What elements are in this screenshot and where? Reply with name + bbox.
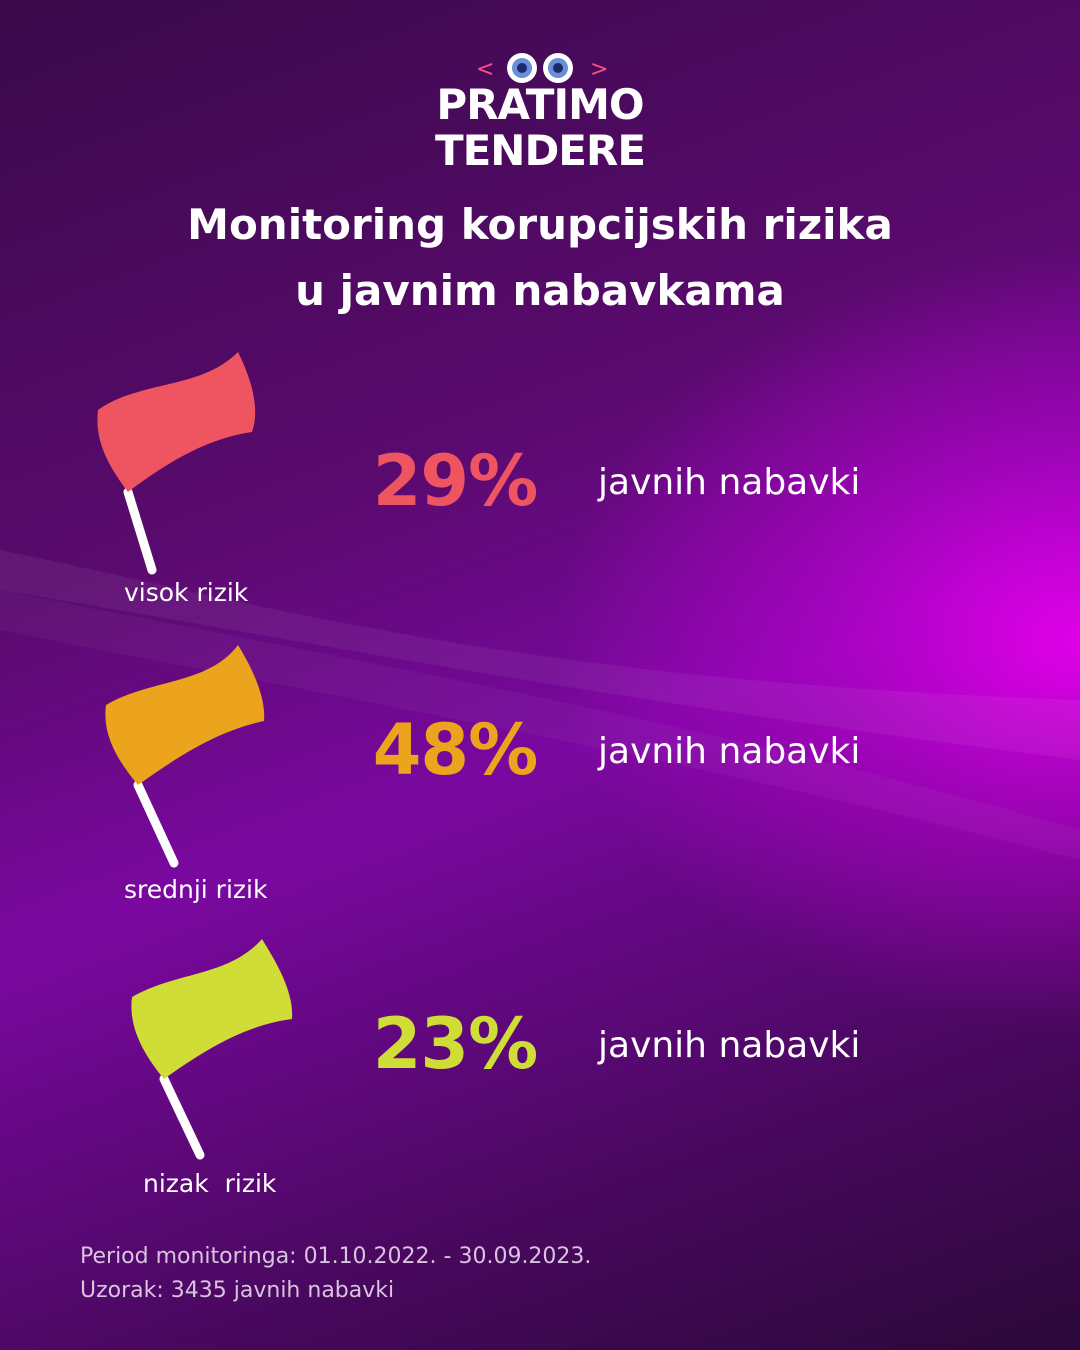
risk-desc-medium: javnih nabavki xyxy=(598,731,861,772)
eyes-icon: < > xyxy=(476,53,608,83)
svg-text:>: > xyxy=(590,57,608,82)
brand-line-2: TENDERE xyxy=(434,126,646,175)
title-line-2: u javnim nabavkama xyxy=(295,266,785,315)
risk-label-high: visok rizik xyxy=(124,578,249,607)
risk-desc-low: javnih nabavki xyxy=(598,1025,861,1066)
footer-notes: Period monitoringa: 01.10.2022. - 30.09.… xyxy=(80,1240,591,1308)
red-flag-icon xyxy=(97,352,256,575)
risk-row-high: visok rizik 29% javnih nabavki xyxy=(0,350,1080,630)
yellow-flag-icon xyxy=(131,939,293,1160)
risk-label-low: nizak rizik xyxy=(143,1169,277,1198)
risk-percent-high: 29% xyxy=(372,440,539,522)
brand-line-1: PRATIMO xyxy=(436,80,644,129)
title-line-1: Monitoring korupcijskih rizika xyxy=(187,200,893,249)
page-title: Monitoring korupcijskih rizika u javnim … xyxy=(0,192,1080,324)
risk-percent-medium: 48% xyxy=(372,709,539,791)
risk-row-low: nizak rizik 23% javnih nabavki xyxy=(0,937,1080,1217)
svg-text:<: < xyxy=(476,57,494,82)
risk-row-medium: srednji rizik 48% javnih nabavki xyxy=(0,643,1080,923)
sample-size: Uzorak: 3435 javnih nabavki xyxy=(80,1278,395,1303)
risk-percent-low: 23% xyxy=(372,1003,539,1085)
risk-desc-high: javnih nabavki xyxy=(598,462,861,503)
risk-label-medium: srednji rizik xyxy=(124,875,268,904)
orange-flag-icon xyxy=(105,645,265,868)
monitoring-period: Period monitoringa: 01.10.2022. - 30.09.… xyxy=(80,1244,592,1269)
